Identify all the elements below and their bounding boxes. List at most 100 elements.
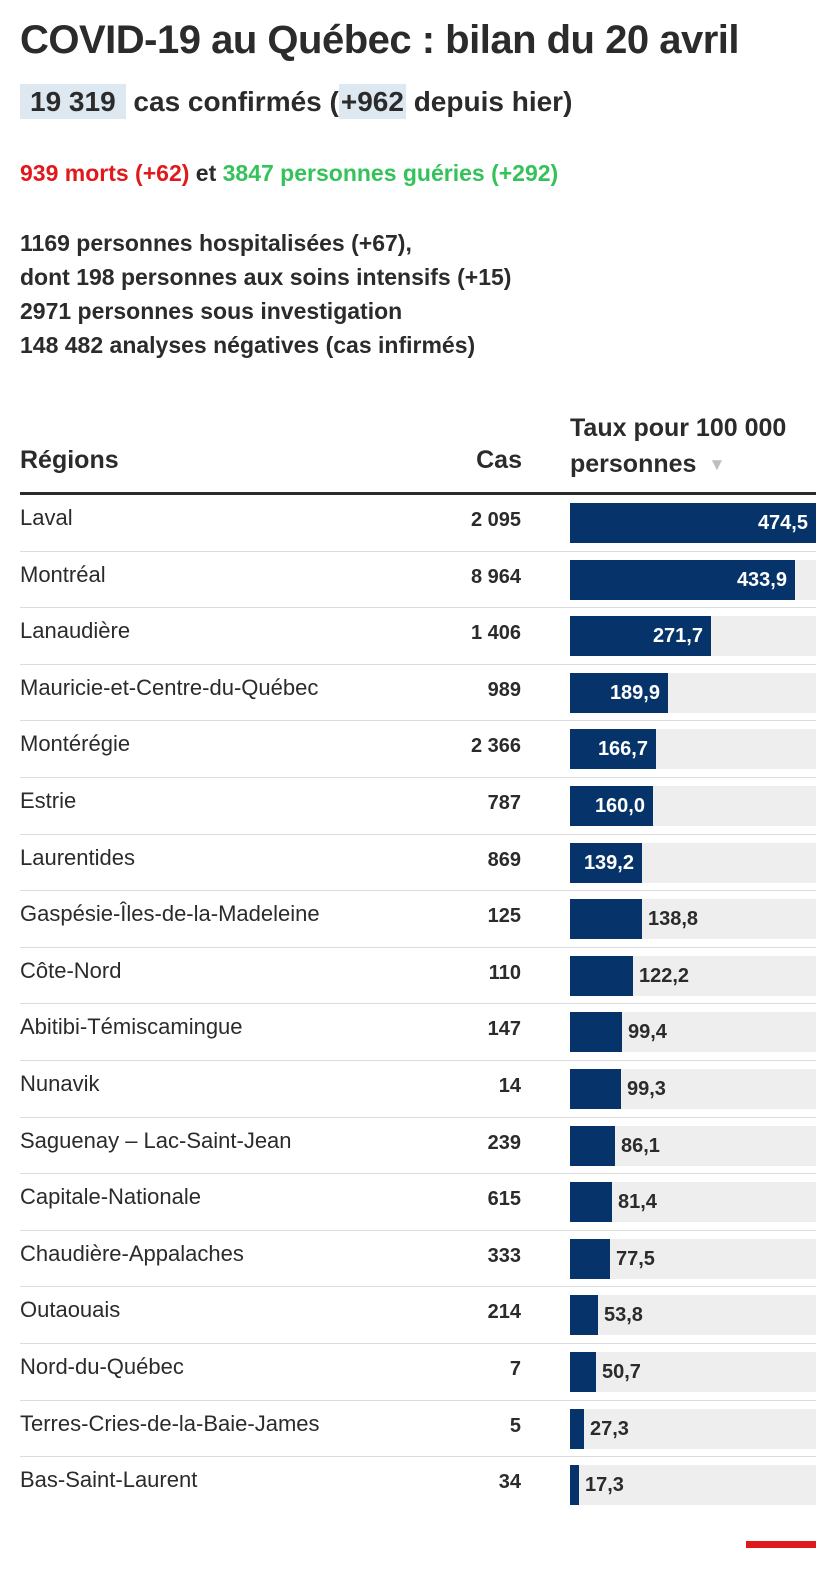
case-count: 2 366: [470, 735, 521, 758]
rate-bar-track: 189,9: [570, 672, 816, 713]
rate-bar: [570, 955, 633, 996]
case-count: 989: [487, 678, 521, 701]
case-count: 869: [487, 848, 521, 871]
rate-bar: [570, 616, 711, 657]
deaths-count: 939 morts (+62): [20, 160, 190, 186]
confirmed-cases-line: 19 319 cas confirmés (+962 depuis hier): [20, 84, 572, 119]
rate-bar: [570, 672, 668, 713]
table-row: Gaspésie-Îles-de-la-Madeleine 125 138,8: [20, 891, 816, 948]
rate-value-label: 122,2: [639, 964, 690, 987]
rate-bar: [570, 899, 642, 940]
region-name: Lanaudière: [20, 618, 131, 644]
stats-block: 1169 personnes hospitalisées (+67), dont…: [20, 226, 511, 362]
table-row: Montréal 8 964 433,9: [20, 552, 816, 609]
table-row: Lanaudière 1 406 271,7: [20, 608, 816, 665]
region-name: Outaouais: [20, 1297, 121, 1323]
rate-bar: [570, 503, 816, 543]
deaths-recovered-line: 939 morts (+62) et 3847 personnes guérie…: [20, 160, 558, 187]
rate-bar-track: 139,2: [570, 842, 816, 883]
recovered-count: 3847 personnes guéries (+292): [222, 160, 559, 186]
table-row: Côte-Nord 110 122,2: [20, 948, 816, 1005]
rate-bar-track: 77,5: [570, 1238, 816, 1279]
table-row: Nord-du-Québec 7 50,7: [20, 1344, 816, 1401]
region-name: Côte-Nord: [20, 957, 122, 983]
cases-total: 19 319: [20, 84, 126, 119]
stat-under-investigation: 2971 personnes sous investigation: [20, 298, 403, 324]
case-count: 787: [487, 791, 521, 814]
rate-value-label: 433,9: [736, 568, 787, 591]
rate-bar: [570, 1465, 579, 1506]
table-row: Laurentides 869 139,2: [20, 835, 816, 892]
region-name: Abitibi-Témiscamingue: [20, 1014, 243, 1040]
connector-text: et: [195, 160, 217, 186]
region-name: Gaspésie-Îles-de-la-Madeleine: [20, 901, 320, 927]
rate-bar-track: 27,3: [570, 1408, 816, 1449]
table-row: Bas-Saint-Laurent 34 17,3: [20, 1457, 816, 1513]
case-count: 14: [498, 1074, 521, 1097]
case-count: 5: [509, 1414, 521, 1437]
case-count: 7: [509, 1357, 521, 1380]
rate-value-label: 53,8: [604, 1304, 643, 1327]
rate-bar: [570, 729, 656, 770]
case-count: 2 095: [470, 509, 521, 531]
rate-bar: [570, 1351, 596, 1392]
rate-header-line1: Taux pour 100 000: [570, 414, 787, 442]
rate-value-label: 27,3: [590, 1417, 629, 1440]
rate-bar-track: 271,7: [570, 616, 816, 657]
region-name: Terres-Cries-de-la-Baie-James: [20, 1410, 320, 1436]
table-row: Chaudière-Appalaches 333 77,5: [20, 1231, 816, 1288]
rate-value-label: 17,3: [585, 1474, 624, 1497]
region-name: Bas-Saint-Laurent: [20, 1467, 198, 1493]
region-name: Montréal: [20, 561, 106, 587]
rate-value-label: 99,3: [627, 1077, 666, 1100]
rate-bar-track: 50,7: [570, 1351, 816, 1392]
table-row: Laval 2 095 474,5: [20, 495, 816, 552]
table-row: Mauricie-et-Centre-du-Québec 989 189,9: [20, 665, 816, 722]
rate-bar-track: 474,5: [570, 503, 816, 543]
region-name: Saguenay – Lac-Saint-Jean: [20, 1127, 292, 1153]
rate-bar-track: 160,0: [570, 785, 816, 826]
region-name: Nunavik: [20, 1070, 100, 1096]
rate-bar: [570, 785, 653, 826]
region-name: Montérégie: [20, 731, 131, 757]
rate-value-label: 138,8: [648, 908, 699, 931]
region-name: Laval: [20, 505, 73, 530]
rate-bar: [570, 1295, 598, 1336]
case-count: 125: [487, 905, 521, 928]
stat-negative-tests: 148 482 analyses négatives (cas infirmés…: [20, 332, 476, 358]
rate-value-label: 189,9: [609, 681, 660, 704]
region-name: Estrie: [20, 787, 77, 813]
rate-bar: [570, 842, 642, 883]
page-title: COVID-19 au Québec : bilan du 20 avril: [20, 18, 740, 62]
rate-value-label: 77,5: [616, 1247, 655, 1270]
rate-header-line2: personnes: [570, 450, 697, 478]
table-row: Outaouais 214 53,8: [20, 1287, 816, 1344]
cases-new: +962: [338, 84, 406, 119]
case-count: 1 406: [470, 622, 521, 645]
rate-bar: [570, 1012, 622, 1053]
rate-value-label: 50,7: [602, 1360, 641, 1383]
rate-value-label: 86,1: [621, 1134, 660, 1157]
column-header-rate[interactable]: Taux pour 100 000 personnes ▼: [570, 410, 786, 483]
rate-value-label: 474,5: [757, 512, 808, 534]
stat-intensive-care: dont 198 personnes aux soins intensifs (…: [20, 264, 512, 290]
table-row: Nunavik 14 99,3: [20, 1061, 816, 1118]
region-name: Capitale-Nationale: [20, 1184, 201, 1210]
sort-descending-icon[interactable]: ▼: [708, 455, 726, 474]
region-table: Laval 2 095 474,5 Montréal 8 964 433,9 Lanaudi…: [20, 495, 816, 1513]
rate-bar: [570, 1238, 610, 1279]
rate-value-label: 271,7: [652, 625, 703, 648]
case-count: 239: [487, 1131, 521, 1154]
table-row: Terres-Cries-de-la-Baie-James 5 27,3: [20, 1401, 816, 1458]
column-header-cases[interactable]: Cas: [476, 446, 522, 474]
case-count: 214: [487, 1301, 521, 1324]
table-row: Abitibi-Témiscamingue 147 99,4: [20, 1004, 816, 1061]
table-row: Capitale-Nationale 615 81,4: [20, 1174, 816, 1231]
region-name: Nord-du-Québec: [20, 1353, 184, 1379]
column-header-regions[interactable]: Régions: [20, 446, 119, 474]
rate-bar-track: 99,4: [570, 1012, 816, 1053]
region-name: Chaudière-Appalaches: [20, 1240, 244, 1266]
rate-bar: [570, 559, 795, 600]
case-count: 34: [498, 1471, 521, 1494]
